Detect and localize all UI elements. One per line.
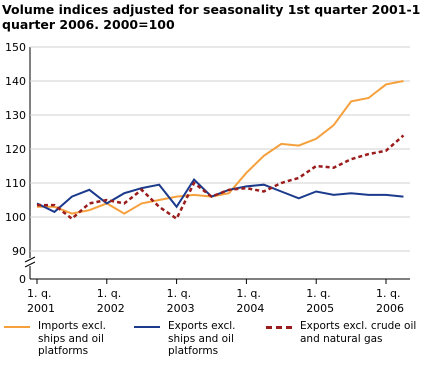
x-tick-label-line: 2004 bbox=[236, 302, 264, 315]
x-tick-label-line: 1. q. bbox=[306, 287, 330, 300]
x-tick-label-line: 2006 bbox=[376, 302, 404, 315]
y-tick-label: 100 bbox=[5, 211, 26, 224]
x-tick-label: 1. q. 2001 bbox=[27, 287, 55, 315]
x-tick-label: 1. q. 2002 bbox=[97, 287, 125, 315]
series-line bbox=[37, 80, 404, 215]
y-tick-label: 120 bbox=[5, 143, 26, 156]
legend-swatch bbox=[4, 326, 30, 328]
y-tick-label: 0 bbox=[19, 273, 26, 286]
x-tick-label-line: 1. q. bbox=[236, 287, 260, 300]
x-tick-label-line: 2001 bbox=[27, 302, 55, 315]
x-tick-label: 1. q. 2006 bbox=[376, 287, 404, 315]
x-tick-label-line: 2002 bbox=[97, 302, 125, 315]
y-tick-label: 150 bbox=[5, 41, 26, 54]
axis-break-gap bbox=[24, 258, 36, 266]
legend-swatch bbox=[266, 326, 292, 329]
x-tick-label-line: 1. q. bbox=[167, 287, 191, 300]
y-tick-label: 90 bbox=[12, 245, 26, 258]
x-tick-label-line: 1. q. bbox=[376, 287, 400, 300]
legend-label: Imports excl. ships and oil platforms bbox=[38, 320, 106, 357]
axis-break bbox=[24, 256, 36, 263]
x-tick-label: 1. q. 2003 bbox=[167, 287, 195, 315]
y-tick-label: 140 bbox=[5, 75, 26, 88]
x-tick-label-line: 2005 bbox=[306, 302, 334, 315]
x-tick-label: 1. q. 2004 bbox=[236, 287, 264, 315]
series-line bbox=[36, 178, 404, 214]
chart-title: Volume indices adjusted for seasonality … bbox=[2, 2, 421, 32]
legend-swatch bbox=[134, 326, 160, 328]
y-tick-label: 110 bbox=[5, 177, 26, 190]
x-tick-label-line: 1. q. bbox=[27, 287, 51, 300]
x-tick-label-line: 1. q. bbox=[97, 287, 121, 300]
series-line bbox=[37, 134, 405, 221]
y-tick-label: 130 bbox=[5, 109, 26, 122]
x-tick-label: 1. q. 2005 bbox=[306, 287, 334, 315]
legend-label: Exports excl. ships and oil platforms bbox=[168, 320, 236, 357]
x-tick-label-line: 2003 bbox=[167, 302, 195, 315]
legend-label: Exports excl. crude oil and natural gas bbox=[300, 320, 417, 345]
axis-break bbox=[24, 261, 36, 268]
